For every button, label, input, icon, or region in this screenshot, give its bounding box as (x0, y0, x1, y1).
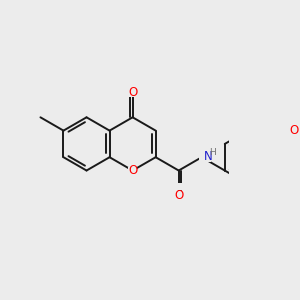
Text: O: O (289, 124, 298, 137)
Text: H: H (209, 148, 216, 157)
Bar (199, 153, 211, 162)
Bar (289, 127, 298, 134)
Text: O: O (174, 189, 183, 202)
Bar (174, 183, 183, 190)
Bar (128, 90, 137, 98)
Text: N: N (204, 150, 213, 163)
Text: O: O (128, 85, 137, 98)
Bar (128, 167, 137, 174)
Text: O: O (128, 164, 137, 177)
